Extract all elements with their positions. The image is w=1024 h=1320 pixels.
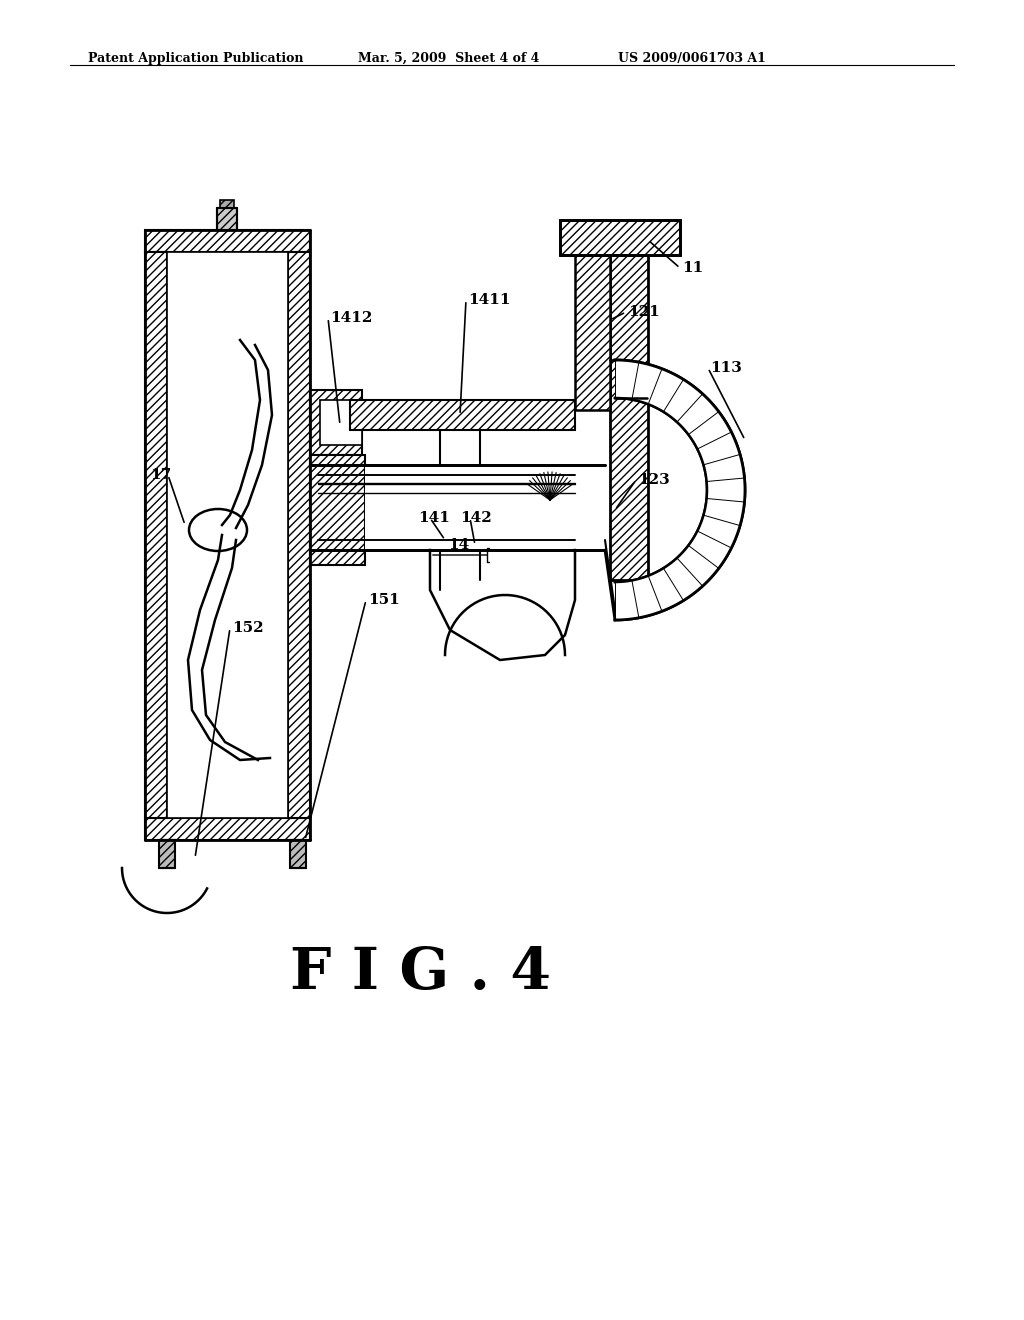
- Text: 123: 123: [638, 473, 670, 487]
- Text: F I G . 4: F I G . 4: [290, 945, 551, 1001]
- Bar: [310, 455, 365, 565]
- Text: 113: 113: [710, 360, 741, 375]
- Bar: [290, 840, 306, 869]
- Bar: [575, 255, 610, 411]
- Bar: [610, 220, 648, 579]
- Text: 1412: 1412: [330, 312, 373, 325]
- Bar: [350, 400, 575, 430]
- Text: 11: 11: [682, 261, 703, 275]
- Bar: [310, 389, 362, 455]
- Text: US 2009/0061703 A1: US 2009/0061703 A1: [618, 51, 766, 65]
- Bar: [145, 230, 310, 252]
- Bar: [560, 220, 680, 255]
- Polygon shape: [615, 360, 745, 620]
- Text: 121: 121: [628, 305, 659, 319]
- Text: 142: 142: [460, 511, 492, 525]
- Text: 152: 152: [232, 620, 263, 635]
- Text: 17: 17: [150, 469, 171, 482]
- Bar: [145, 252, 167, 818]
- Bar: [159, 840, 175, 869]
- Polygon shape: [365, 465, 603, 550]
- Text: Patent Application Publication: Patent Application Publication: [88, 51, 303, 65]
- Bar: [220, 201, 234, 209]
- Text: Mar. 5, 2009  Sheet 4 of 4: Mar. 5, 2009 Sheet 4 of 4: [358, 51, 540, 65]
- Text: 141: 141: [418, 511, 450, 525]
- Bar: [217, 209, 237, 230]
- Text: 151: 151: [368, 593, 399, 607]
- Ellipse shape: [189, 510, 247, 550]
- Text: 14: 14: [449, 539, 469, 552]
- Polygon shape: [167, 252, 288, 818]
- Polygon shape: [319, 400, 362, 445]
- Bar: [288, 252, 310, 818]
- Bar: [145, 818, 310, 840]
- Text: 1411: 1411: [468, 293, 511, 308]
